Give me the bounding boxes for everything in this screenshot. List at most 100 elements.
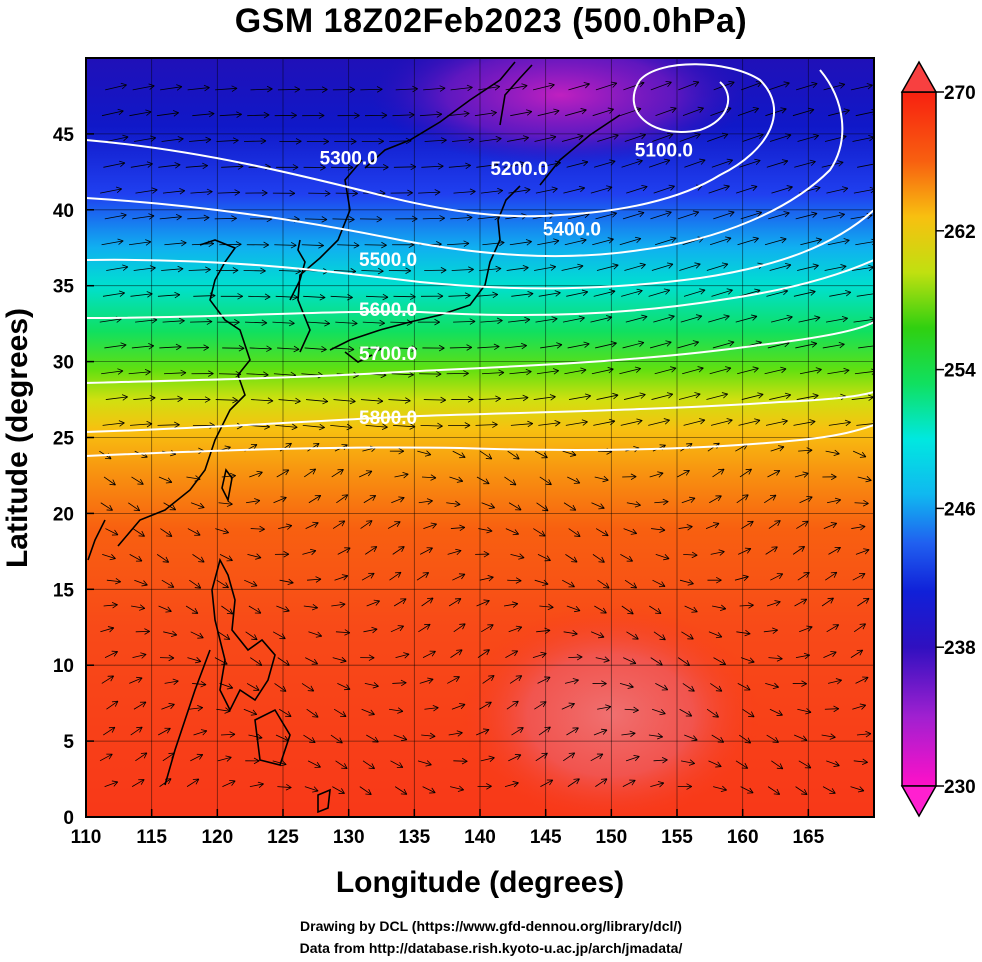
contour-labels: 5100.0 5200.0 5300.0 5400.0 5500.0 5600.0 5700… [320, 141, 693, 429]
wind-arrow [422, 786, 436, 794]
wind-arrow [135, 752, 148, 762]
wind-arrow [683, 418, 706, 426]
wind-arrow [708, 631, 723, 639]
wind-arrow [595, 656, 610, 663]
y-tick-label: 15 [53, 580, 75, 601]
wind-arrow [567, 341, 590, 349]
wind-arrow [162, 317, 185, 325]
x-tick-label: 130 [333, 827, 365, 848]
wind-arrow [853, 758, 868, 766]
wind-arrow [160, 84, 183, 91]
wind-arrow [421, 163, 444, 170]
wind-arrow [622, 210, 645, 220]
wind-arrow [508, 754, 522, 762]
wind-arrow [763, 627, 778, 634]
wind-arrow [160, 395, 183, 403]
wind-arrow [480, 317, 503, 325]
wind-arrow [333, 397, 356, 405]
wind-arrow [769, 708, 783, 716]
wind-arrow [683, 551, 698, 559]
wind-arrow [822, 473, 837, 481]
wind-arrow [394, 472, 409, 479]
wind-arrow [825, 449, 840, 457]
wind-arrow [129, 554, 143, 562]
wind-arrow [245, 319, 268, 326]
wind-arrow [769, 392, 792, 400]
wind-arrow [648, 158, 671, 168]
wind-arrow [595, 81, 618, 91]
wind-arrow [680, 314, 703, 323]
wind-arrow [447, 548, 462, 556]
wind-arrow [476, 476, 490, 485]
wind-arrow [193, 729, 208, 736]
wind-arrow [504, 342, 527, 350]
wind-arrow [104, 342, 127, 349]
wind-arrow [653, 184, 675, 194]
wind-arrow [449, 344, 473, 351]
wind-arrow [359, 470, 373, 478]
wind-arrow [684, 605, 698, 613]
wind-arrow [450, 649, 463, 658]
wind-arrow [595, 211, 618, 220]
wind-arrow [277, 86, 301, 93]
y-tick-label: 40 [53, 201, 74, 222]
wind-arrow [361, 267, 384, 275]
wind-arrow [621, 605, 634, 615]
colorbar-min-arrow [900, 785, 938, 818]
wind-arrow [476, 728, 490, 736]
wind-arrow [792, 680, 807, 687]
wind-arrow [130, 420, 153, 428]
wind-arrow [453, 188, 476, 195]
wind-arrow [676, 469, 690, 478]
wind-arrow [365, 546, 378, 555]
y-tick-label: 30 [53, 353, 74, 374]
wind-arrow [156, 110, 179, 117]
wind-arrow [129, 676, 143, 684]
wind-arrow [447, 676, 460, 684]
wind-arrow [418, 189, 441, 196]
wind-arrow [653, 314, 675, 323]
height-contours [86, 63, 874, 457]
wind-arrow [243, 267, 266, 275]
y-tick-label: 10 [53, 656, 74, 677]
wind-arrow [417, 760, 432, 767]
wind-arrow [128, 369, 151, 376]
wind-arrow [565, 419, 588, 426]
wind-arrow [677, 783, 692, 790]
wind-arrow [277, 345, 300, 353]
wind-arrow [653, 756, 668, 764]
wind-arrow [334, 138, 357, 145]
wind-arrow [564, 678, 579, 685]
wind-arrow [278, 397, 301, 405]
wind-arrow [771, 185, 793, 194]
wind-arrow [132, 528, 145, 537]
wind-arrow [475, 421, 498, 428]
wind-arrow [768, 655, 783, 662]
wind-arrow [857, 476, 872, 483]
wind-arrow [625, 314, 648, 323]
x-tick-label: 135 [398, 827, 430, 848]
wind-arrow [306, 138, 330, 145]
y-tick-label: 35 [53, 277, 75, 298]
wind-arrow [305, 657, 319, 665]
wind-arrow [301, 683, 315, 692]
wind-arrow [648, 733, 664, 740]
wind-arrow [159, 213, 182, 221]
wind-arrow [190, 318, 213, 325]
wind-arrow [478, 395, 501, 402]
wind-arrow [451, 396, 474, 403]
wind-arrow [103, 160, 126, 168]
wind-arrow [509, 675, 523, 684]
wind-arrow [362, 760, 375, 770]
wind-arrow [507, 450, 520, 460]
wind-arrow [855, 548, 870, 555]
wind-arrow [448, 730, 463, 737]
x-tick-label: 125 [267, 827, 299, 848]
wind-arrow [652, 579, 666, 588]
wind-arrow [479, 135, 502, 143]
wind-arrow [706, 708, 719, 718]
wind-arrow [186, 778, 200, 787]
wind-arrow [474, 110, 497, 117]
wind-arrow [736, 629, 751, 637]
wind-arrow [765, 418, 788, 426]
